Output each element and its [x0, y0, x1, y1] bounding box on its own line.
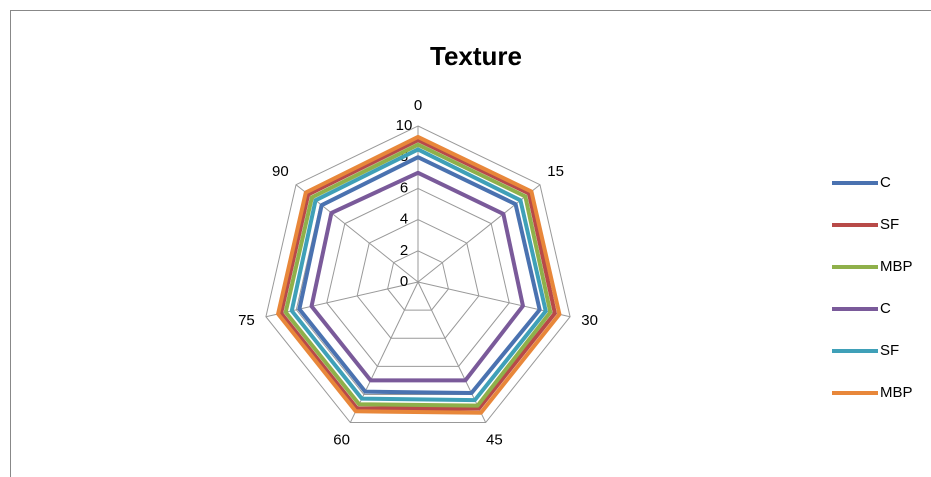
legend-label: MBP [880, 258, 913, 275]
legend-label: MBP [880, 384, 913, 401]
radial-tick-label: 6 [400, 179, 408, 196]
series-line [276, 134, 562, 415]
grid-ring [265, 125, 571, 424]
legend-label: SF [880, 342, 899, 359]
grid-ring [326, 187, 510, 367]
axis-label: 75 [238, 312, 255, 329]
axis-label: 60 [333, 432, 350, 449]
legend-label: C [880, 174, 891, 191]
axis-label: 30 [581, 312, 598, 329]
grid-ring [356, 219, 480, 339]
series-line [289, 147, 548, 403]
radial-tick-label: 4 [400, 211, 408, 228]
series-line [309, 170, 525, 383]
series-line [297, 155, 542, 396]
axis-label: 0 [414, 97, 422, 114]
axis-label: 90 [272, 163, 289, 180]
legend-label: SF [880, 216, 899, 233]
series-line [279, 138, 557, 411]
grid-ring [387, 250, 449, 311]
legend-label: C [880, 300, 891, 317]
radial-tick-label: 10 [396, 117, 413, 134]
chart-title: Texture [430, 41, 522, 71]
axis-label: 15 [547, 163, 564, 180]
radial-tick-label: 0 [400, 273, 408, 290]
radial-tick-label: 2 [400, 242, 408, 259]
series-line [283, 142, 553, 408]
axis-label: 45 [486, 432, 503, 449]
